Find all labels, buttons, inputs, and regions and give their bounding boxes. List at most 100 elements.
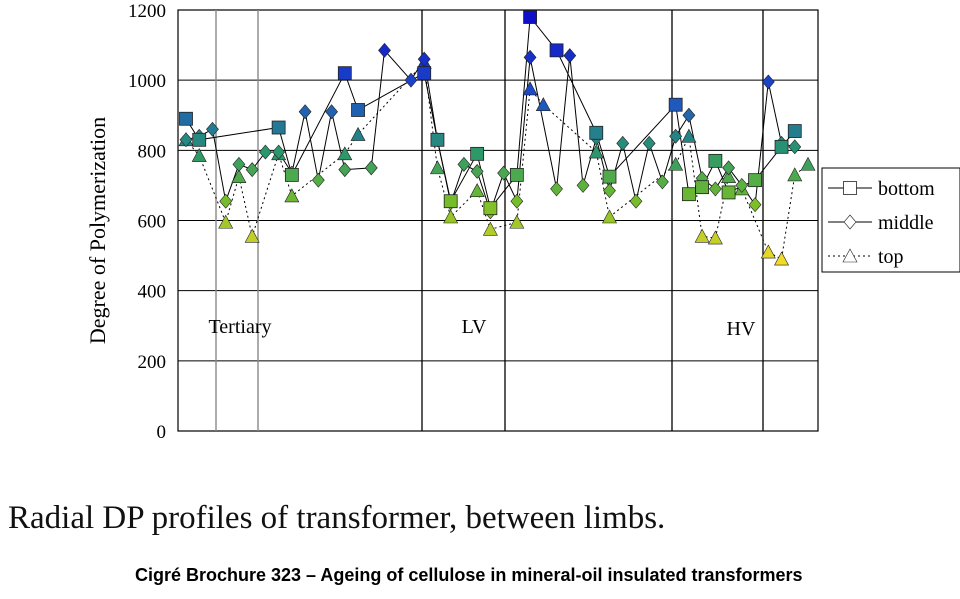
series-layer xyxy=(178,10,816,266)
data-point-top xyxy=(522,81,538,96)
data-point-bottom xyxy=(417,66,432,81)
data-point-bottom xyxy=(708,153,723,168)
data-point-top xyxy=(721,169,737,183)
data-point-middle xyxy=(245,162,259,178)
data-point-middle xyxy=(272,144,286,160)
data-point-middle xyxy=(206,121,219,137)
data-point-middle xyxy=(404,72,418,88)
data-point-bottom xyxy=(695,180,710,195)
y-tick-label: 1000 xyxy=(128,71,166,92)
data-point-top xyxy=(800,156,816,171)
data-point-middle xyxy=(629,193,643,209)
legend-label-middle: middle xyxy=(878,212,934,234)
data-point-top xyxy=(482,221,498,236)
data-point-middle xyxy=(550,181,563,197)
data-point-bottom xyxy=(430,132,445,147)
data-point-top xyxy=(601,209,617,224)
data-point-top xyxy=(588,144,604,159)
data-point-top xyxy=(774,251,790,266)
data-point-top xyxy=(681,128,697,143)
data-point-middle xyxy=(656,174,669,190)
data-point-bottom xyxy=(589,125,604,140)
data-point-top xyxy=(218,214,234,229)
data-point-top xyxy=(443,209,459,224)
data-point-middle xyxy=(497,165,511,181)
y-tick-label: 1200 xyxy=(128,1,166,22)
data-point-middle xyxy=(470,163,484,179)
data-point-bottom xyxy=(523,10,537,24)
data-point-bottom xyxy=(509,167,524,182)
chart-caption: Radial DP profiles of transformer, betwe… xyxy=(8,500,666,536)
data-point-middle xyxy=(642,135,656,151)
data-point-top xyxy=(284,188,300,203)
data-point-top xyxy=(707,230,723,245)
data-point-middle xyxy=(457,156,471,172)
data-point-top xyxy=(337,146,353,161)
y-tick-label: 0 xyxy=(157,422,167,443)
data-point-bottom xyxy=(351,103,365,117)
data-point-middle xyxy=(576,177,590,193)
data-point-bottom xyxy=(721,185,736,200)
y-tick-label: 400 xyxy=(138,282,167,303)
data-point-middle xyxy=(364,160,378,176)
data-point-middle xyxy=(523,49,537,65)
data-point-middle xyxy=(761,74,775,90)
data-point-top xyxy=(760,244,776,259)
data-point-middle xyxy=(510,193,524,209)
legend-marker-middle xyxy=(843,214,857,230)
data-point-bottom xyxy=(787,124,802,138)
data-point-middle xyxy=(325,104,338,120)
data-point-middle xyxy=(219,193,233,209)
dp-chart: 0 200 400 600 800 1000 1200 Degree of Polymeri… xyxy=(85,1,960,443)
y-tick-label: 600 xyxy=(138,212,167,233)
y-axis-label: Degree of Polymerization xyxy=(85,117,110,344)
data-point-middle xyxy=(338,162,352,178)
data-point-middle xyxy=(603,183,616,199)
data-point-bottom xyxy=(337,66,352,81)
data-point-top xyxy=(469,183,485,197)
legend-label-top: top xyxy=(878,246,904,268)
data-point-top xyxy=(787,167,803,182)
data-point-top xyxy=(350,126,366,141)
y-tick-labels: 0 200 400 600 800 1000 1200 xyxy=(128,1,166,443)
data-point-bottom xyxy=(602,169,617,184)
data-point-middle xyxy=(259,144,272,160)
data-point-bottom xyxy=(549,43,564,58)
data-point-bottom xyxy=(681,187,696,202)
data-point-middle xyxy=(232,156,246,172)
data-point-top xyxy=(535,97,551,112)
data-point-middle xyxy=(563,48,577,64)
y-tick-label: 800 xyxy=(138,141,167,162)
markers-top xyxy=(178,54,816,266)
region-label: Tertiary xyxy=(208,316,271,338)
data-point-bottom xyxy=(179,111,193,126)
region-label: HV xyxy=(727,318,756,340)
data-point-bottom xyxy=(774,139,789,154)
data-point-middle xyxy=(722,160,735,176)
data-point-middle xyxy=(417,51,431,67)
data-point-bottom xyxy=(748,173,762,188)
markers-bottom xyxy=(179,10,802,216)
data-point-middle xyxy=(708,181,722,197)
y-tick-label: 200 xyxy=(138,352,167,373)
data-point-bottom xyxy=(284,167,299,182)
region-labels: Tertiary LV HV xyxy=(208,316,756,340)
data-point-middle xyxy=(179,132,193,148)
legend-label-bottom: bottom xyxy=(878,178,935,200)
data-point-bottom xyxy=(443,194,458,209)
data-point-bottom xyxy=(470,146,485,161)
region-dividers xyxy=(215,10,764,431)
legend-marker-top xyxy=(842,248,858,263)
data-point-middle xyxy=(735,177,749,193)
data-point-middle xyxy=(378,42,391,58)
data-point-bottom xyxy=(668,97,683,112)
data-point-middle xyxy=(788,139,802,155)
plot-grid xyxy=(177,9,819,432)
data-point-top xyxy=(231,169,247,183)
legend: bottom middle top xyxy=(821,167,960,273)
data-point-middle xyxy=(616,135,630,151)
data-point-bottom xyxy=(192,132,207,147)
data-point-bottom xyxy=(483,201,498,216)
legend-marker-bottom xyxy=(843,181,857,195)
region-label: LV xyxy=(462,316,487,338)
